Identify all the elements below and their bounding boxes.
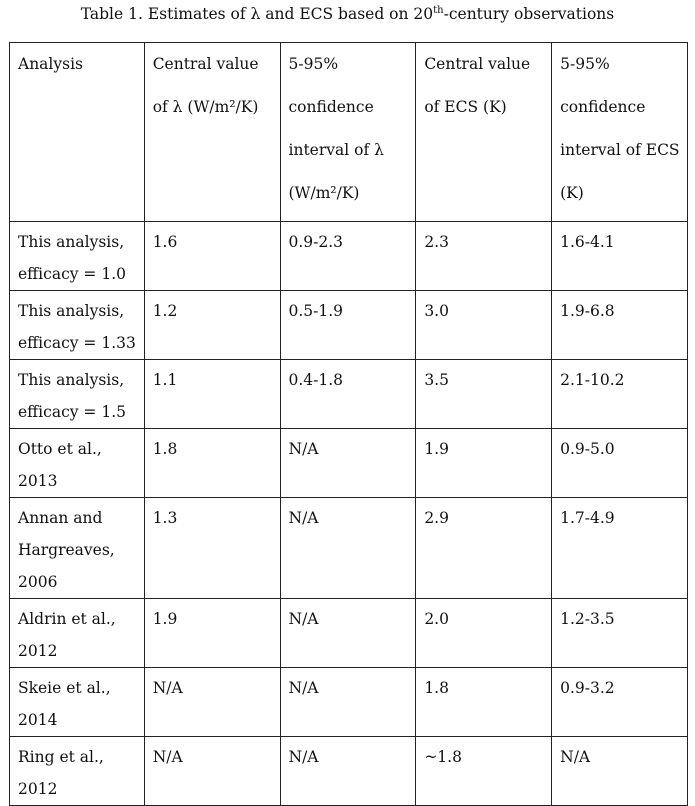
header-analysis: Analysis [9,42,145,222]
cell-central-ecs: 2.0 [415,598,553,668]
cell-ci-lambda: 0.4-1.8 [279,359,417,429]
cell-central-lambda: 1.2 [143,290,281,360]
header-central-ecs: Central value of ECS (K) [415,42,553,222]
cell-central-ecs: 3.0 [415,290,553,360]
cell-central-ecs: ~1.8 [415,736,553,806]
header-ci-ecs: 5-95% confidence interval of ECS (K) [551,42,688,222]
cell-ci-lambda: N/A [279,598,417,668]
cell-analysis: This analysis, efficacy = 1.0 [9,221,145,291]
cell-analysis: Otto et al., 2013 [9,428,145,498]
cell-ci-ecs: 1.6-4.1 [551,221,688,291]
cell-ci-ecs: 0.9-5.0 [551,428,688,498]
caption-suffix: -century observations [443,5,615,24]
header-central-lambda: Central value of λ (W/m²/K) [143,42,281,222]
cell-central-ecs: 1.8 [415,667,553,737]
cell-central-ecs: 3.5 [415,359,553,429]
cell-analysis: Aldrin et al., 2012 [9,598,145,668]
cell-central-lambda: 1.3 [143,497,281,599]
table-row: Skeie et al., 2014 N/A N/A 1.8 0.9-3.2 [9,667,688,737]
table-row: This analysis, efficacy = 1.5 1.1 0.4-1.… [9,359,688,429]
caption-prefix: Table 1. Estimates of λ and ECS based on… [80,5,434,24]
caption-superscript: th [433,5,444,16]
estimates-table: Analysis Central value of λ (W/m²/K) 5-9… [9,42,688,806]
cell-ci-ecs: N/A [551,736,688,806]
cell-central-lambda: N/A [143,736,281,806]
table-row: Annan and Hargreaves, 2006 1.3 N/A 2.9 1… [9,497,688,599]
cell-central-lambda: 1.1 [143,359,281,429]
cell-central-lambda: 1.9 [143,598,281,668]
cell-analysis: This analysis, efficacy = 1.5 [9,359,145,429]
cell-ci-lambda: N/A [279,736,417,806]
cell-analysis: Ring et al., 2012 [9,736,145,806]
cell-analysis: Skeie et al., 2014 [9,667,145,737]
cell-central-ecs: 2.9 [415,497,553,599]
cell-analysis: This analysis, efficacy = 1.33 [9,290,145,360]
header-ci-lambda: 5-95% confidence interval of λ (W/m²/K) [279,42,417,222]
cell-ci-lambda: N/A [279,428,417,498]
cell-ci-lambda: N/A [279,667,417,737]
cell-central-lambda: N/A [143,667,281,737]
table-caption: Table 1. Estimates of λ and ECS based on… [0,5,695,23]
cell-ci-lambda: N/A [279,497,417,599]
cell-central-lambda: 1.8 [143,428,281,498]
table-row: Otto et al., 2013 1.8 N/A 1.9 0.9-5.0 [9,428,688,498]
cell-central-ecs: 2.3 [415,221,553,291]
table-row: Ring et al., 2012 N/A N/A ~1.8 N/A [9,736,688,806]
cell-ci-ecs: 2.1-10.2 [551,359,688,429]
table-row: Aldrin et al., 2012 1.9 N/A 2.0 1.2-3.5 [9,598,688,668]
cell-ci-ecs: 1.2-3.5 [551,598,688,668]
cell-ci-ecs: 0.9-3.2 [551,667,688,737]
cell-ci-ecs: 1.9-6.8 [551,290,688,360]
cell-central-lambda: 1.6 [143,221,281,291]
table-row: This analysis, efficacy = 1.33 1.2 0.5-1… [9,290,688,360]
cell-ci-ecs: 1.7-4.9 [551,497,688,599]
cell-analysis: Annan and Hargreaves, 2006 [9,497,145,599]
cell-central-ecs: 1.9 [415,428,553,498]
table-row: This analysis, efficacy = 1.0 1.6 0.9-2.… [9,221,688,291]
header-row: Analysis Central value of λ (W/m²/K) 5-9… [9,42,688,222]
cell-ci-lambda: 0.9-2.3 [279,221,417,291]
cell-ci-lambda: 0.5-1.9 [279,290,417,360]
